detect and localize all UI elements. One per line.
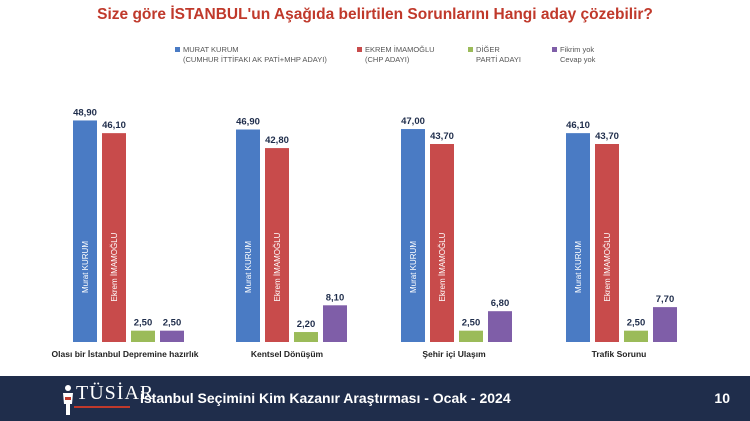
- legend-sublabel: Cevap yok: [560, 55, 596, 64]
- legend-sublabel: (CHP ADAYI): [365, 55, 410, 64]
- category-label: Kentsel Dönüşüm: [251, 349, 324, 359]
- legend-sublabel: (CUMHUR İTTİFAKI AK PATİ+MHP ADAYI): [183, 55, 327, 64]
- logo-text: TÜSİAR: [76, 382, 155, 404]
- value-label: 2,50: [462, 318, 481, 329]
- legend-item-diger: DİĞER PARTİ ADAYI: [468, 45, 522, 65]
- value-label: 48,90: [73, 107, 97, 118]
- value-label: 2,50: [163, 318, 182, 329]
- bar-3-2: [430, 144, 454, 342]
- value-label: 43,70: [430, 131, 454, 142]
- value-label: 46,10: [566, 120, 590, 131]
- tusiar-logo: TÜSİAR: [58, 378, 153, 418]
- bar-3-3: [459, 330, 483, 342]
- bar-1-4: [160, 330, 184, 342]
- legend-label: DİĞER: [476, 45, 500, 54]
- legend-label: EKREM İMAMOĞLU: [365, 45, 435, 54]
- bar-4-2: [595, 144, 619, 342]
- bar-1-1: [73, 120, 97, 342]
- legend-sublabel: PARTİ ADAYI: [476, 55, 522, 64]
- bar-inner-label: Murat KURUM: [409, 241, 418, 293]
- value-label: 46,10: [102, 120, 126, 131]
- value-label: 47,00: [401, 116, 425, 127]
- value-label: 2,50: [134, 318, 153, 329]
- bar-2-4: [323, 305, 347, 342]
- legend-swatch: [357, 47, 362, 52]
- value-label: 6,80: [491, 298, 510, 309]
- bar-2-2: [265, 148, 289, 342]
- bar-inner-label: Ekrem İMAMOĞLU: [438, 232, 447, 301]
- value-label: 43,70: [595, 131, 619, 142]
- bar-2-1: [236, 129, 260, 342]
- legend-item-murat-kurum: MURAT KURUM (CUMHUR İTTİFAKI AK PATİ+MHP…: [175, 45, 327, 65]
- logo-underline: [74, 406, 130, 408]
- legend-swatch: [468, 47, 473, 52]
- bar-inner-label: Murat KURUM: [244, 241, 253, 293]
- bar-3-1: [401, 129, 425, 342]
- legend-swatch: [175, 47, 180, 52]
- legend-item-fikrim-yok: Fikrim yok Cevap yok: [552, 45, 596, 65]
- legend-label: Fikrim yok: [560, 45, 595, 54]
- value-label: 46,90: [236, 117, 260, 128]
- category-label: Trafik Sorunu: [592, 349, 647, 359]
- value-label: 7,70: [656, 294, 675, 305]
- bar-chart: 48,90 Murat KURUM 46,10 Ekrem İMAMOĞLU 2,50 2…: [52, 107, 677, 359]
- bar-1-2: [102, 133, 126, 342]
- value-label: 2,50: [627, 318, 646, 329]
- bar-inner-label: Ekrem İMAMOĞLU: [603, 232, 612, 301]
- category-label: Olası bir İstanbul Depremine hazırlık: [52, 349, 199, 359]
- bar-2-3: [294, 332, 318, 342]
- bar-inner-label: Ekrem İMAMOĞLU: [110, 232, 119, 301]
- bar-4-3: [624, 330, 648, 342]
- value-label: 42,80: [265, 135, 289, 146]
- bar-4-4: [653, 307, 677, 342]
- footer-bar: TÜSİAR İstanbul Seçimini Kim Kazanır Ara…: [0, 376, 750, 421]
- category-label: Şehir içi Ulaşım: [422, 349, 486, 359]
- value-label: 8,10: [326, 292, 345, 303]
- bar-inner-label: Murat KURUM: [81, 241, 90, 293]
- footer-title: İstanbul Seçimini Kim Kazanır Araştırmas…: [140, 390, 511, 406]
- chart-title: Size göre İSTANBUL'un Aşağıda belirtilen…: [97, 6, 653, 23]
- person-icon: [63, 385, 73, 415]
- page-number: 10: [714, 390, 730, 406]
- bar-1-3: [131, 330, 155, 342]
- legend-swatch: [552, 47, 557, 52]
- bar-3-4: [488, 311, 512, 342]
- bar-inner-label: Ekrem İMAMOĞLU: [273, 232, 282, 301]
- value-label: 2,20: [297, 319, 316, 330]
- legend-item-ekrem-imamoglu: EKREM İMAMOĞLU (CHP ADAYI): [357, 45, 435, 65]
- legend-label: MURAT KURUM: [183, 45, 239, 54]
- bar-4-1: [566, 133, 590, 342]
- bar-inner-label: Murat KURUM: [574, 241, 583, 293]
